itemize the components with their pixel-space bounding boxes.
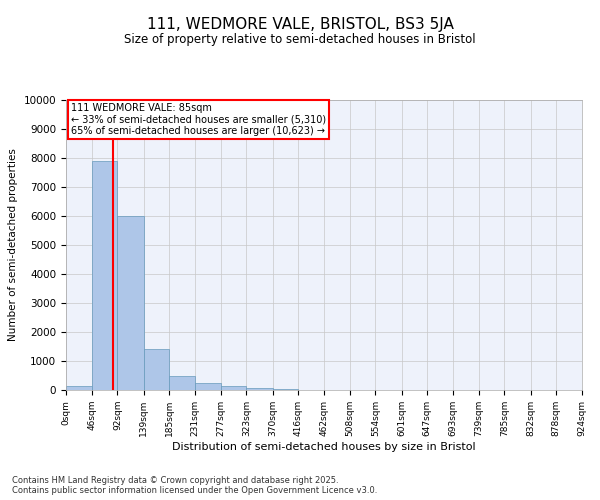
- Bar: [221, 386, 247, 390]
- X-axis label: Distribution of semi-detached houses by size in Bristol: Distribution of semi-detached houses by …: [172, 442, 476, 452]
- Bar: [66, 386, 92, 390]
- Bar: [169, 376, 195, 390]
- Text: Contains HM Land Registry data © Crown copyright and database right 2025.
Contai: Contains HM Land Registry data © Crown c…: [12, 476, 377, 495]
- Bar: [143, 350, 169, 390]
- Bar: [118, 216, 143, 390]
- Bar: [247, 388, 272, 390]
- Bar: [195, 384, 221, 390]
- Text: Size of property relative to semi-detached houses in Bristol: Size of property relative to semi-detach…: [124, 32, 476, 46]
- Text: 111 WEDMORE VALE: 85sqm
← 33% of semi-detached houses are smaller (5,310)
65% of: 111 WEDMORE VALE: 85sqm ← 33% of semi-de…: [71, 103, 326, 136]
- Bar: [92, 161, 118, 390]
- Text: 111, WEDMORE VALE, BRISTOL, BS3 5JA: 111, WEDMORE VALE, BRISTOL, BS3 5JA: [146, 18, 454, 32]
- Y-axis label: Number of semi-detached properties: Number of semi-detached properties: [8, 148, 18, 342]
